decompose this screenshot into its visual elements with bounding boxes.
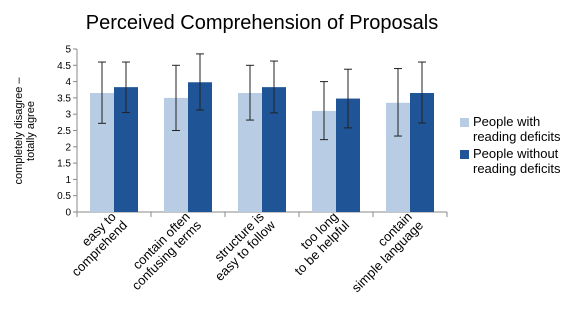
legend-swatch — [460, 150, 469, 159]
y-axis-label-line-1: completely disagree – — [13, 77, 25, 185]
y-tick-label: 3.5 — [57, 93, 71, 104]
legend-label: reading deficits — [473, 129, 561, 144]
y-tick-label: 5 — [65, 45, 71, 56]
y-tick-label: 0 — [65, 208, 71, 219]
y-tick-label: 3 — [65, 110, 71, 121]
legend-label: People without — [473, 146, 559, 161]
legend-label: People with — [473, 114, 540, 129]
y-tick-label: 4 — [65, 77, 71, 88]
legend-swatch — [460, 118, 469, 127]
y-tick-label: 0.5 — [57, 191, 71, 202]
y-axis-label-line-2: totally agree — [25, 101, 37, 161]
y-tick-label: 1.5 — [57, 159, 71, 170]
y-tick-label: 2 — [65, 142, 71, 153]
chart-title: Perceived Comprehension of Proposals — [86, 12, 438, 34]
y-tick-label: 2.5 — [57, 126, 71, 137]
legend-label: reading deficits — [473, 161, 561, 176]
y-tick-label: 1 — [65, 175, 71, 186]
y-tick-label: 4.5 — [57, 61, 71, 72]
